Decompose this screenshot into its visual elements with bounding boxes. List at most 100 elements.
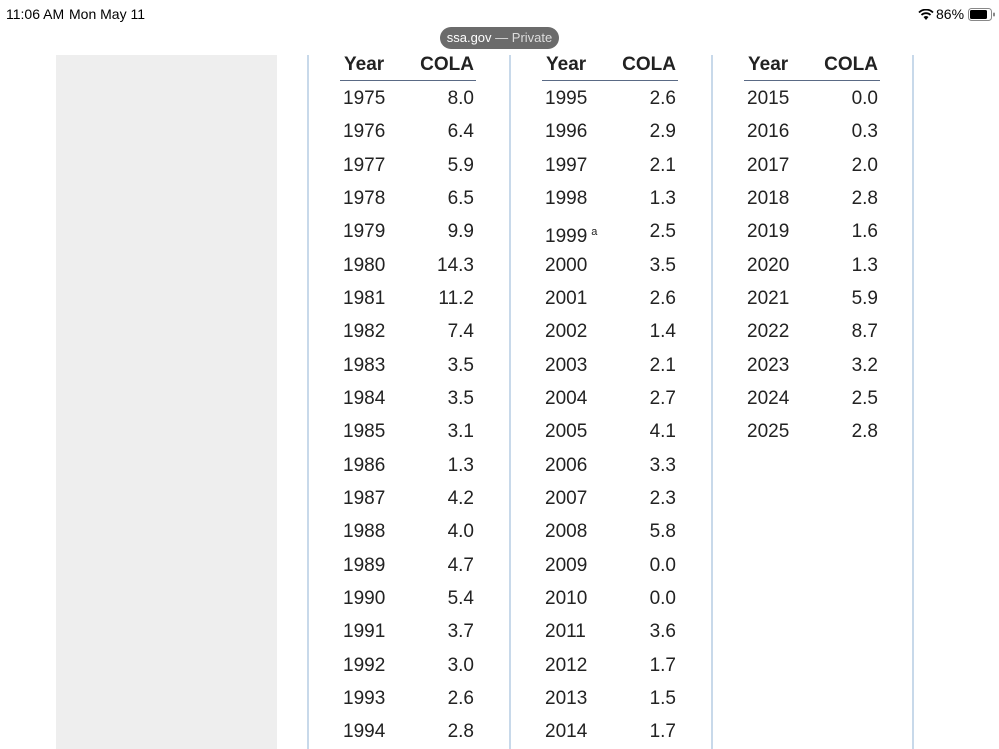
cola-cell: 2.9 [649,121,676,143]
year-cell: 2010 [545,588,587,610]
cola-cell: 1.3 [851,254,878,276]
year: 2023 [747,354,790,376]
year: 1975 [343,88,386,109]
cola-cell: 3.0 [447,654,474,676]
year: 2025 [747,421,790,443]
cola-cell: 2.8 [447,721,474,743]
cola-cell: 3.5 [649,254,676,276]
cola-cell: 9.9 [447,221,474,243]
year-cell: 2011 [545,621,586,643]
address-pill[interactable]: ssa.gov — Private [440,27,559,49]
year-cell: 1987 [343,488,385,510]
year-cell: 1995 [545,88,587,110]
cola-cell: 2.8 [851,187,878,209]
year-cell: 1992 [343,655,385,677]
year-cell: 2018 [747,188,789,210]
year-cell: 1989 [343,555,385,577]
year: 1980 [343,254,386,276]
cola-cell: 3.5 [447,387,474,409]
cola-cell: 1.3 [649,187,676,209]
year-cell: 2014 [545,721,587,743]
year: 2010 [545,587,588,609]
status-battery: 86% [936,6,965,22]
year: 2008 [545,521,588,543]
year-cell: 2003 [545,355,587,377]
cola-cell: 0.0 [851,88,878,109]
cola-cell: 2.6 [447,687,474,709]
year: 2002 [545,321,588,343]
year: 2009 [545,554,588,576]
year-cell: 2015 [747,88,789,110]
cola-cell: 2.5 [851,387,878,409]
cola-cell: 4.0 [447,521,474,543]
cola-cell: 5.9 [851,287,878,309]
year: 1985 [343,421,386,443]
header-rule [340,80,476,81]
year-cell: 1998 [545,188,587,210]
cola-cell: 8.0 [447,88,474,109]
year: 2022 [747,321,790,343]
year: 2024 [747,387,790,409]
cola-cell: 6.4 [447,121,474,143]
year: 2004 [545,387,588,409]
year-cell: 2020 [747,255,789,277]
column-divider [711,55,713,749]
year-cell: 2008 [545,521,587,543]
cola-cell: 2.3 [649,487,676,509]
header-year: Year [344,54,385,75]
year-cell: 1978 [343,188,385,210]
cola-cell: 3.1 [447,421,474,443]
cola-cell: 0.0 [649,587,676,609]
year: 1989 [343,554,386,576]
column-divider [509,55,511,749]
year: 1981 [343,287,386,309]
cola-cell: 0.0 [649,554,676,576]
browse-mode: Private [511,30,553,45]
cola-cell: 2.7 [649,387,676,409]
cola-cell: 1.3 [447,454,474,476]
year-cell: 2021 [747,288,789,310]
cola-cell: 2.1 [649,354,676,376]
year: 2016 [747,121,790,143]
year: 1995 [545,88,588,109]
year-cell: 2005 [545,421,587,443]
cola-cell: 1.7 [649,721,676,743]
year-cell: 2025 [747,421,789,443]
status-date: Mon May 11 [69,6,145,22]
cola-cell: 7.4 [447,321,474,343]
year: 1993 [343,687,386,709]
cola-cell: 1.5 [649,687,676,709]
year-cell: 1982 [343,321,385,343]
sidebar [56,55,277,749]
year: 1992 [343,654,386,676]
status-time: 11:06 AM [6,6,65,22]
year: 1996 [545,121,588,143]
year-cell: 1996 [545,121,587,143]
year: 2012 [545,654,588,676]
cola-cell: 3.5 [447,354,474,376]
cola-cell: 8.7 [851,321,878,343]
cola-cell: 1.4 [649,321,676,343]
year: 2020 [747,254,790,276]
year: 1991 [343,621,386,643]
year-cell: 1977 [343,155,385,177]
year-cell: 2012 [545,655,587,677]
year: 1978 [343,187,386,209]
year-cell: 1985 [343,421,385,443]
wifi-icon [918,9,934,20]
year: 1979 [343,221,386,243]
column-divider [307,55,309,749]
year-cell: 1983 [343,355,385,377]
year-cell: 1991 [343,621,385,643]
cola-cell: 3.7 [447,621,474,643]
header-rule [542,80,678,81]
year: 2019 [747,221,790,243]
year-cell: 2013 [545,688,587,710]
cola-cell: 4.1 [649,421,676,443]
cola-cell: 1.7 [649,654,676,676]
footnote-marker: a [591,226,598,239]
cola-cell: 6.5 [447,187,474,209]
cola-cell: 3.2 [851,354,878,376]
separator: — [495,30,509,45]
